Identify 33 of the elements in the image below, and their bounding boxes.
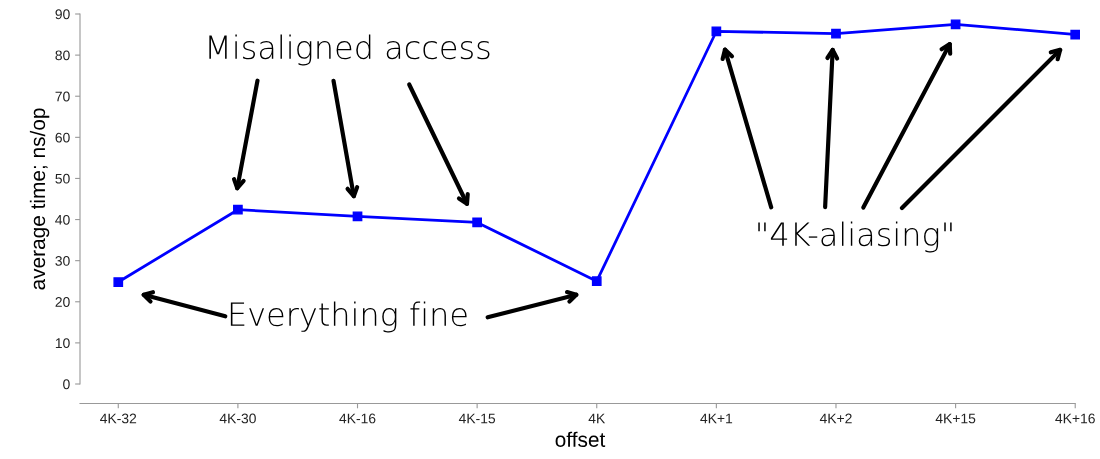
y-tick-label: 90 [55,9,70,20]
x-tick-label: 4K [588,413,606,424]
x-tick-label: 4K-15 [458,413,496,424]
y-tick-label: 30 [55,256,70,266]
y-tick-label: 20 [55,297,70,307]
y-tick-label: 50 [55,173,70,184]
point [472,217,482,228]
x-tick-label: 4K+16 [1055,413,1095,424]
x-tick-label: 4K-30 [219,413,256,424]
point [950,19,961,30]
point [352,211,363,222]
point [711,26,722,37]
annotation: Misaligned access [209,34,490,66]
point [591,276,602,287]
point [233,204,243,215]
annotation: "4K-aliasing" [758,221,952,253]
y-tick-label: 0 [63,379,70,390]
x-tick-label: 4K+2 [819,413,852,424]
annotation: Everything fine [230,301,467,333]
y-axis-title: average time; ns/op [29,108,50,290]
y-tick-label: 40 [55,214,70,225]
y-tick-label: 60 [55,132,70,143]
y-tick-label: 80 [55,50,70,61]
point [113,277,124,287]
x-tick-label: 4K-16 [339,413,376,424]
x-tick-label: 4K+15 [935,413,976,424]
y-tick-label: 10 [55,338,70,349]
y-tick-label: 70 [55,91,70,102]
x-tick-label: 4K+1 [700,413,733,424]
point [1070,29,1080,40]
x-tick-label: 4K-32 [100,413,137,424]
x-axis-title: offset [555,431,606,447]
point [831,28,841,39]
